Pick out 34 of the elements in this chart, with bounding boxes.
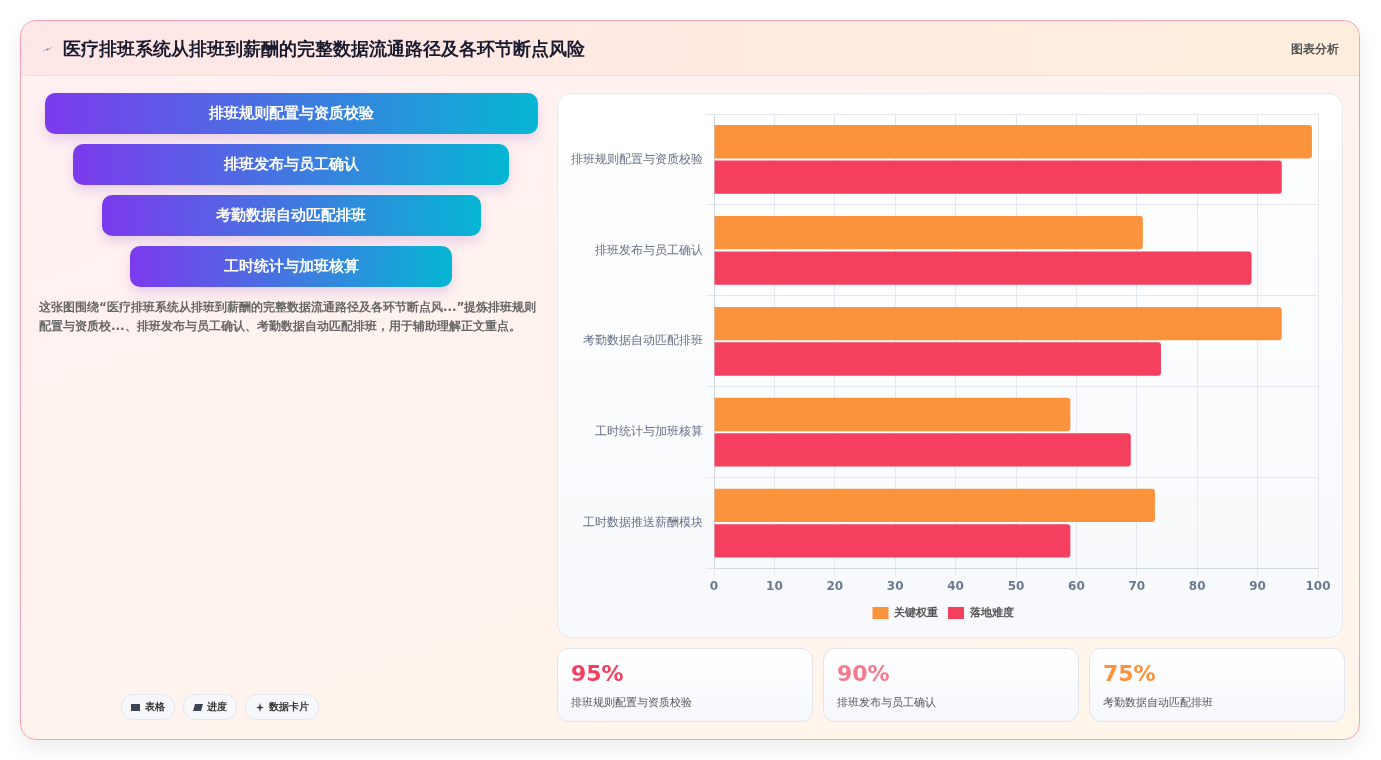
x-tick-label: 0	[709, 578, 719, 593]
text: 医疗排班系统从排班到薪酬的完整数据流通路径及各环节断点风险	[63, 37, 585, 61]
text: 75%	[1103, 661, 1156, 686]
x-tick-label: 20	[826, 578, 844, 593]
x-tick-label: 10	[766, 578, 783, 593]
y-tick-label: 排班发布与员工确认	[595, 242, 703, 257]
legend-label: 落地难度	[968, 605, 1014, 619]
category-label: 考勤数据自动匹配排班	[101, 195, 481, 236]
text: 表格	[145, 700, 165, 714]
text: 90%	[837, 661, 890, 686]
x-tick-label: 70	[1128, 578, 1146, 593]
text: 进度	[207, 700, 227, 714]
x-tick-label: 100	[1305, 578, 1331, 593]
x-tick-label: 40	[947, 578, 964, 593]
category-label: 排班发布与员工确认	[837, 695, 936, 710]
category-label: 排班规则配置与资质校验	[44, 93, 538, 134]
text: 图表分析	[1291, 41, 1339, 58]
text: 95%	[571, 661, 624, 686]
y-tick-label: 排班规则配置与资质校验	[571, 151, 703, 166]
y-tick-label: 工时数据推送薪酬模块	[583, 515, 703, 530]
x-tick-label: 50	[1007, 578, 1025, 593]
text: 数据卡片	[269, 700, 309, 714]
text: 这张图围绕“医疗排班系统从排班到薪酬的完整数据流通路径及各环节断点风...”提炼排班规则配置与资质校...、排班发布与员工确认、考勤数据自动匹配排班，用于辅助理解正文重点。	[39, 299, 538, 335]
category-label: 工时统计与加班核算	[130, 246, 452, 287]
x-tick-label: 90	[1249, 578, 1266, 593]
category-label: 考勤数据自动匹配排班	[1103, 695, 1213, 710]
category-label: 排班规则配置与资质校验	[571, 695, 692, 710]
x-tick-label: 80	[1188, 578, 1206, 593]
y-tick-label: 工时统计与加班核算	[595, 424, 703, 439]
x-tick-label: 30	[886, 578, 904, 593]
y-tick-label: 考勤数据自动匹配排班	[583, 333, 703, 348]
x-tick-label: 60	[1068, 578, 1085, 593]
legend-label: 关键权重	[893, 605, 938, 619]
category-label: 排班发布与员工确认	[73, 144, 509, 185]
